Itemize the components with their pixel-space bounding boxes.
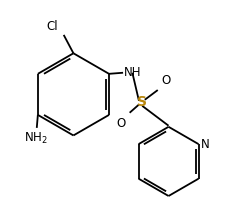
Text: O: O: [161, 74, 170, 87]
Text: N: N: [201, 138, 210, 151]
Text: S: S: [136, 95, 147, 109]
Text: Cl: Cl: [47, 20, 58, 33]
Text: NH: NH: [124, 66, 142, 79]
Text: O: O: [116, 117, 125, 130]
Text: NH$_2$: NH$_2$: [24, 131, 48, 146]
